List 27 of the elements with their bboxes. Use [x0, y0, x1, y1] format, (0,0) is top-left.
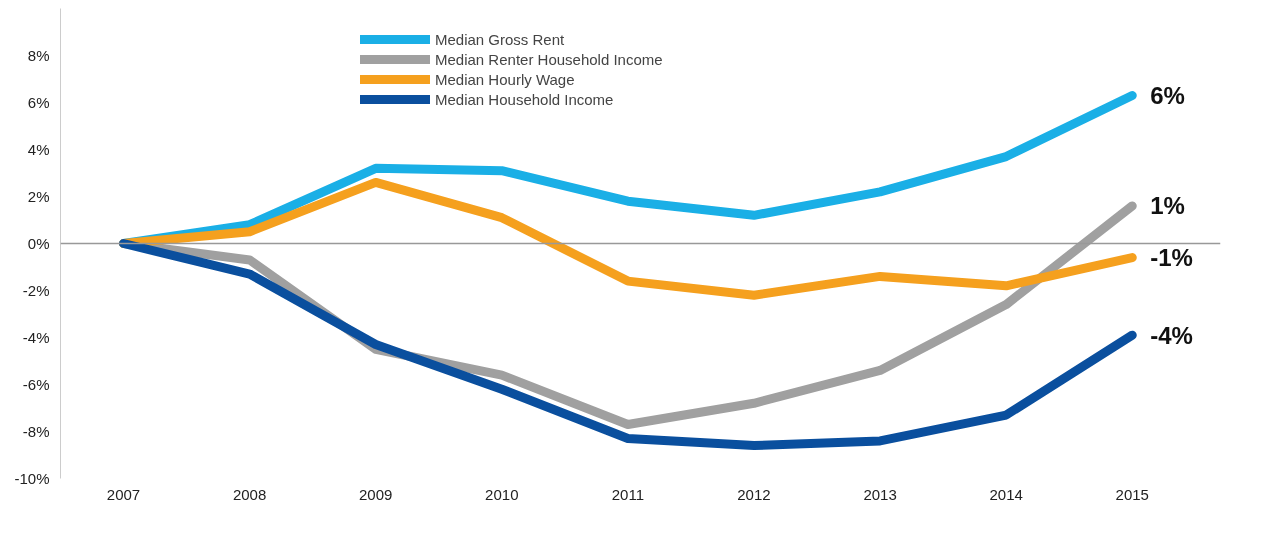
y-tick-label: -2% [22, 282, 50, 299]
annotation: -4% [1150, 321, 1193, 349]
legend-label: Median Renter Household Income [435, 50, 663, 68]
legend-label: Median Gross Rent [435, 30, 565, 48]
y-tick-label: 8% [27, 47, 50, 64]
legend-label: Median Household Income [435, 90, 614, 108]
x-tick-label: 2010 [485, 485, 519, 503]
y-tick-label: 2% [27, 188, 50, 205]
y-tick-label: 6% [27, 94, 50, 111]
y-tick-label: 4% [27, 141, 50, 158]
x-tick-label: 2009 [359, 485, 393, 503]
x-tick-label: 2015 [1115, 485, 1149, 503]
x-tick-label: 2014 [989, 485, 1023, 503]
x-tick-label: 2013 [863, 485, 897, 503]
annotation: -1% [1150, 244, 1193, 272]
y-tick-label: -10% [14, 470, 50, 487]
y-tick-label: -6% [22, 376, 50, 393]
x-tick-label: 2011 [611, 485, 645, 503]
x-tick-label: 2007 [106, 485, 141, 503]
x-tick-label: 2012 [737, 485, 771, 503]
x-tick-label: 2008 [232, 485, 267, 503]
y-tick-label: 0% [27, 235, 50, 252]
legend-label: Median Hourly Wage [435, 70, 575, 88]
y-tick-label: -8% [22, 423, 50, 440]
annotation: 1% [1150, 192, 1185, 220]
annotation: 6% [1150, 81, 1185, 109]
y-tick-label: -4% [22, 329, 50, 346]
